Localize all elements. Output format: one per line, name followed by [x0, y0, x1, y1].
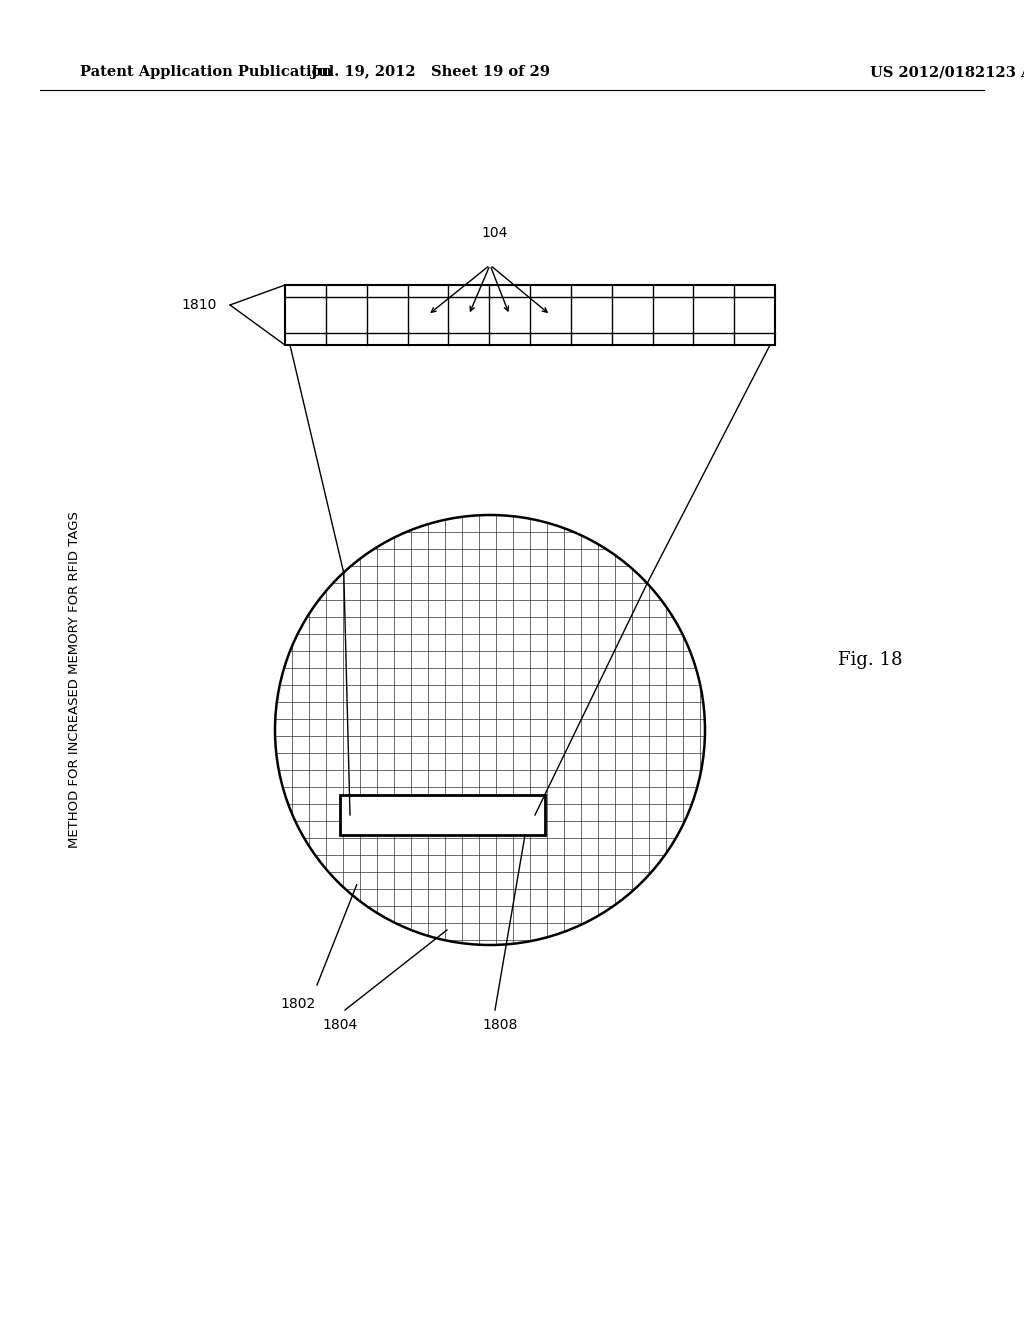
- Bar: [340, 795, 545, 836]
- Text: 1808: 1808: [482, 1018, 518, 1032]
- Text: 1804: 1804: [323, 1018, 357, 1032]
- Text: Fig. 18: Fig. 18: [838, 651, 902, 669]
- Text: US 2012/0182123 A1: US 2012/0182123 A1: [870, 65, 1024, 79]
- Circle shape: [275, 515, 705, 945]
- Text: Jul. 19, 2012   Sheet 19 of 29: Jul. 19, 2012 Sheet 19 of 29: [310, 65, 550, 79]
- Text: 1802: 1802: [280, 997, 315, 1011]
- Text: Patent Application Publication: Patent Application Publication: [80, 65, 332, 79]
- Text: 1810: 1810: [181, 298, 217, 312]
- Text: METHOD FOR INCREASED MEMORY FOR RFID TAGS: METHOD FOR INCREASED MEMORY FOR RFID TAG…: [69, 512, 82, 849]
- Bar: [285, 285, 775, 345]
- Text: 104: 104: [482, 226, 508, 240]
